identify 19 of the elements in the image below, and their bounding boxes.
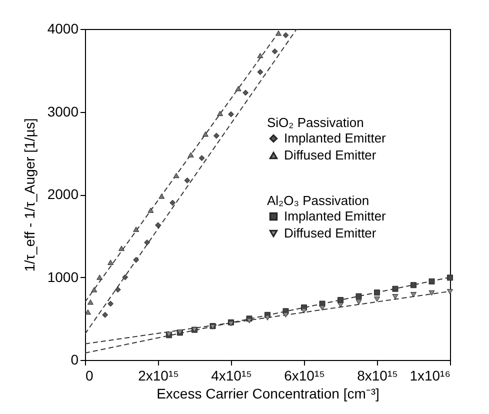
- annotation: Al₂O₃ Passivation: [267, 193, 370, 208]
- y-axis-title: 1/τ_eff - 1/τ_Auger [1/µs]: [21, 118, 38, 272]
- x-tick-label: 8x10¹⁵: [357, 368, 398, 384]
- legend-label: Diffused Emitter: [284, 226, 377, 240]
- x-tick-label: 0: [86, 368, 94, 384]
- x-tick-label: 2x10¹⁵: [138, 368, 179, 384]
- y-tick-label: 1000: [47, 268, 79, 285]
- y-tick-label: 4000: [47, 20, 79, 36]
- y-tick-label: 3000: [47, 103, 79, 120]
- x-tick-label: 4x10¹⁵: [211, 368, 252, 384]
- x-tick-label: 6x10¹⁵: [284, 368, 325, 384]
- legend-label: Implanted Emitter: [284, 130, 387, 146]
- annotation: SiO₂ Passivation: [267, 115, 364, 130]
- y-tick-label: 0: [70, 352, 79, 368]
- y-tick-label: 2000: [47, 186, 79, 202]
- x-axis-title: Excess Carrier Concentration [cm⁻³]: [156, 386, 380, 402]
- legend-label: Diffused Emitter: [284, 148, 377, 162]
- legend-label: Implanted Emitter: [284, 208, 387, 224]
- x-tick-label: 1x10¹⁶: [410, 368, 450, 384]
